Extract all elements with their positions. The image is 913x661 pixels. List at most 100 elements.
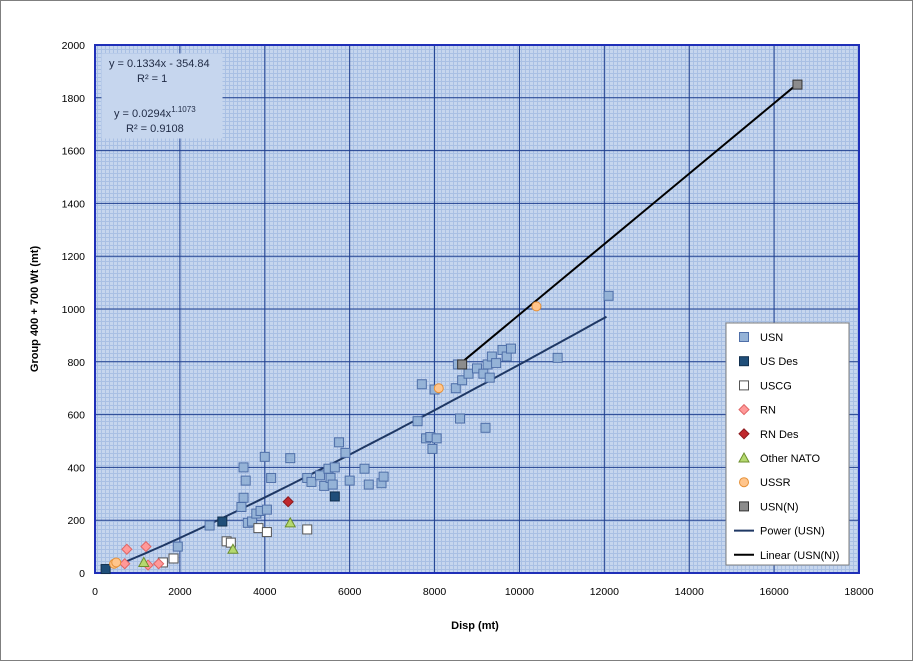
data-point-usn bbox=[491, 358, 502, 369]
y-tick-label: 200 bbox=[67, 515, 85, 527]
x-tick-label: 12000 bbox=[590, 586, 619, 598]
data-point-usn bbox=[378, 471, 389, 482]
y-tick-labels: 0 200 400 600 800 1000 1200 1400 1600 1800 2000 bbox=[62, 40, 86, 580]
data-point-usn bbox=[240, 475, 251, 486]
data-point-usn-n bbox=[792, 79, 803, 90]
legend-label: RN bbox=[760, 405, 776, 417]
data-point-usn bbox=[450, 383, 461, 394]
data-point-usn-n bbox=[457, 359, 468, 370]
data-point-usn bbox=[266, 472, 277, 483]
data-point-usn bbox=[427, 443, 438, 454]
power-equation: y = 0.0294x1.1073 bbox=[114, 105, 196, 120]
trendlines bbox=[120, 83, 799, 565]
data-point-usn bbox=[463, 368, 474, 379]
x-tick-label: 14000 bbox=[675, 586, 704, 598]
legend-marker bbox=[739, 477, 749, 488]
data-point-uscg bbox=[253, 523, 264, 534]
plot-border bbox=[94, 44, 860, 574]
legend-marker bbox=[738, 403, 750, 416]
legend-label: USCG bbox=[760, 380, 792, 392]
data-point-uscg bbox=[302, 524, 313, 535]
legend-marker bbox=[739, 356, 749, 367]
trendline-power-usn bbox=[120, 315, 607, 565]
x-tick-labels: 0 2000 4000 6000 8000 10000 12000 14000 16000 180… bbox=[92, 586, 874, 598]
x-tick-label: 0 bbox=[92, 586, 98, 598]
data-point-rn bbox=[152, 558, 165, 570]
linear-r2: R² = 1 bbox=[137, 73, 167, 85]
legend-label: RN Des bbox=[760, 429, 799, 441]
data-point-uscg bbox=[168, 553, 179, 564]
data-point-usn bbox=[412, 416, 423, 427]
data-point-us-des bbox=[217, 516, 228, 527]
legend-label: Power (USN) bbox=[760, 526, 825, 538]
x-axis-title: Disp (mt) bbox=[451, 620, 499, 632]
x-tick-label: 18000 bbox=[844, 586, 873, 598]
legend-marker bbox=[739, 332, 749, 342]
data-point-ussr bbox=[111, 557, 122, 568]
x-tick-label: 10000 bbox=[505, 586, 534, 598]
data-point-usn bbox=[314, 470, 325, 481]
data-point-us-des bbox=[329, 491, 340, 502]
data-point-usn bbox=[238, 492, 249, 503]
data-point-usn bbox=[505, 343, 516, 354]
legend-label: Linear (USN(N)) bbox=[760, 550, 839, 562]
x-tick-label: 2000 bbox=[168, 586, 192, 598]
legend-label: USSR bbox=[760, 477, 791, 489]
data-point-usn bbox=[172, 541, 183, 552]
data-point-usn bbox=[416, 379, 427, 390]
y-axis-title: Group 400 + 700 Wt (mt) bbox=[29, 246, 41, 373]
data-point-rn-des bbox=[282, 496, 294, 508]
data-point-usn bbox=[431, 433, 442, 444]
data-point-usn bbox=[334, 437, 345, 448]
legend-marker bbox=[739, 501, 749, 512]
data-point-usn bbox=[363, 479, 374, 490]
data-point-usn bbox=[261, 504, 272, 515]
legend-label: Other NATO bbox=[760, 453, 821, 465]
x-tick-label: 8000 bbox=[423, 586, 447, 598]
legend-marker bbox=[738, 428, 750, 440]
data-point-us-des bbox=[100, 564, 111, 575]
data-point-usn bbox=[327, 479, 338, 490]
y-tick-label: 800 bbox=[67, 357, 85, 369]
legend-label: USN bbox=[760, 332, 783, 344]
data-point-usn bbox=[484, 372, 495, 383]
data-point-usn bbox=[236, 502, 247, 512]
data-point-usn bbox=[455, 413, 466, 424]
data-point-uscg bbox=[261, 527, 272, 538]
legend-label: US Des bbox=[760, 356, 798, 368]
y-tick-label: 1200 bbox=[62, 251, 86, 263]
power-r2: R² = 0.9108 bbox=[126, 123, 184, 135]
data-point-rn bbox=[121, 543, 133, 555]
x-tick-label: 16000 bbox=[760, 586, 789, 598]
y-tick-label: 600 bbox=[67, 410, 85, 422]
data-points bbox=[100, 79, 803, 575]
data-point-usn bbox=[204, 520, 215, 531]
data-point-usn bbox=[552, 352, 563, 363]
data-point-other-nato bbox=[137, 556, 150, 567]
data-point-usn bbox=[306, 476, 317, 487]
data-point-usn bbox=[480, 422, 491, 433]
legend-marker bbox=[738, 451, 750, 463]
data-point-usn bbox=[472, 363, 482, 374]
data-point-other-nato bbox=[284, 516, 297, 528]
y-tick-label: 2000 bbox=[62, 40, 86, 52]
equation-box: y = 0.1334x - 354.84 R² = 1 y = 0.0294x1… bbox=[101, 53, 223, 139]
data-point-usn bbox=[344, 475, 355, 486]
y-tick-label: 0 bbox=[79, 568, 85, 580]
legend: USN US Des USCG RN RN Des Other NATO USSR USN(N… bbox=[725, 322, 850, 566]
data-point-rn bbox=[119, 558, 131, 570]
linear-equation: y = 0.1334x - 354.84 bbox=[109, 58, 210, 70]
x-tick-label: 6000 bbox=[338, 586, 362, 598]
data-point-usn bbox=[238, 462, 249, 473]
data-point-ussr bbox=[531, 301, 542, 312]
data-point-usn bbox=[285, 453, 296, 464]
data-point-usn bbox=[603, 290, 614, 301]
y-tick-label: 1600 bbox=[62, 146, 86, 158]
y-tick-label: 1000 bbox=[62, 304, 86, 316]
y-tick-label: 1800 bbox=[62, 93, 86, 105]
y-tick-label: 400 bbox=[67, 462, 85, 474]
data-point-usn bbox=[340, 447, 351, 458]
data-point-ussr bbox=[433, 383, 444, 394]
data-point-usn bbox=[359, 463, 370, 474]
